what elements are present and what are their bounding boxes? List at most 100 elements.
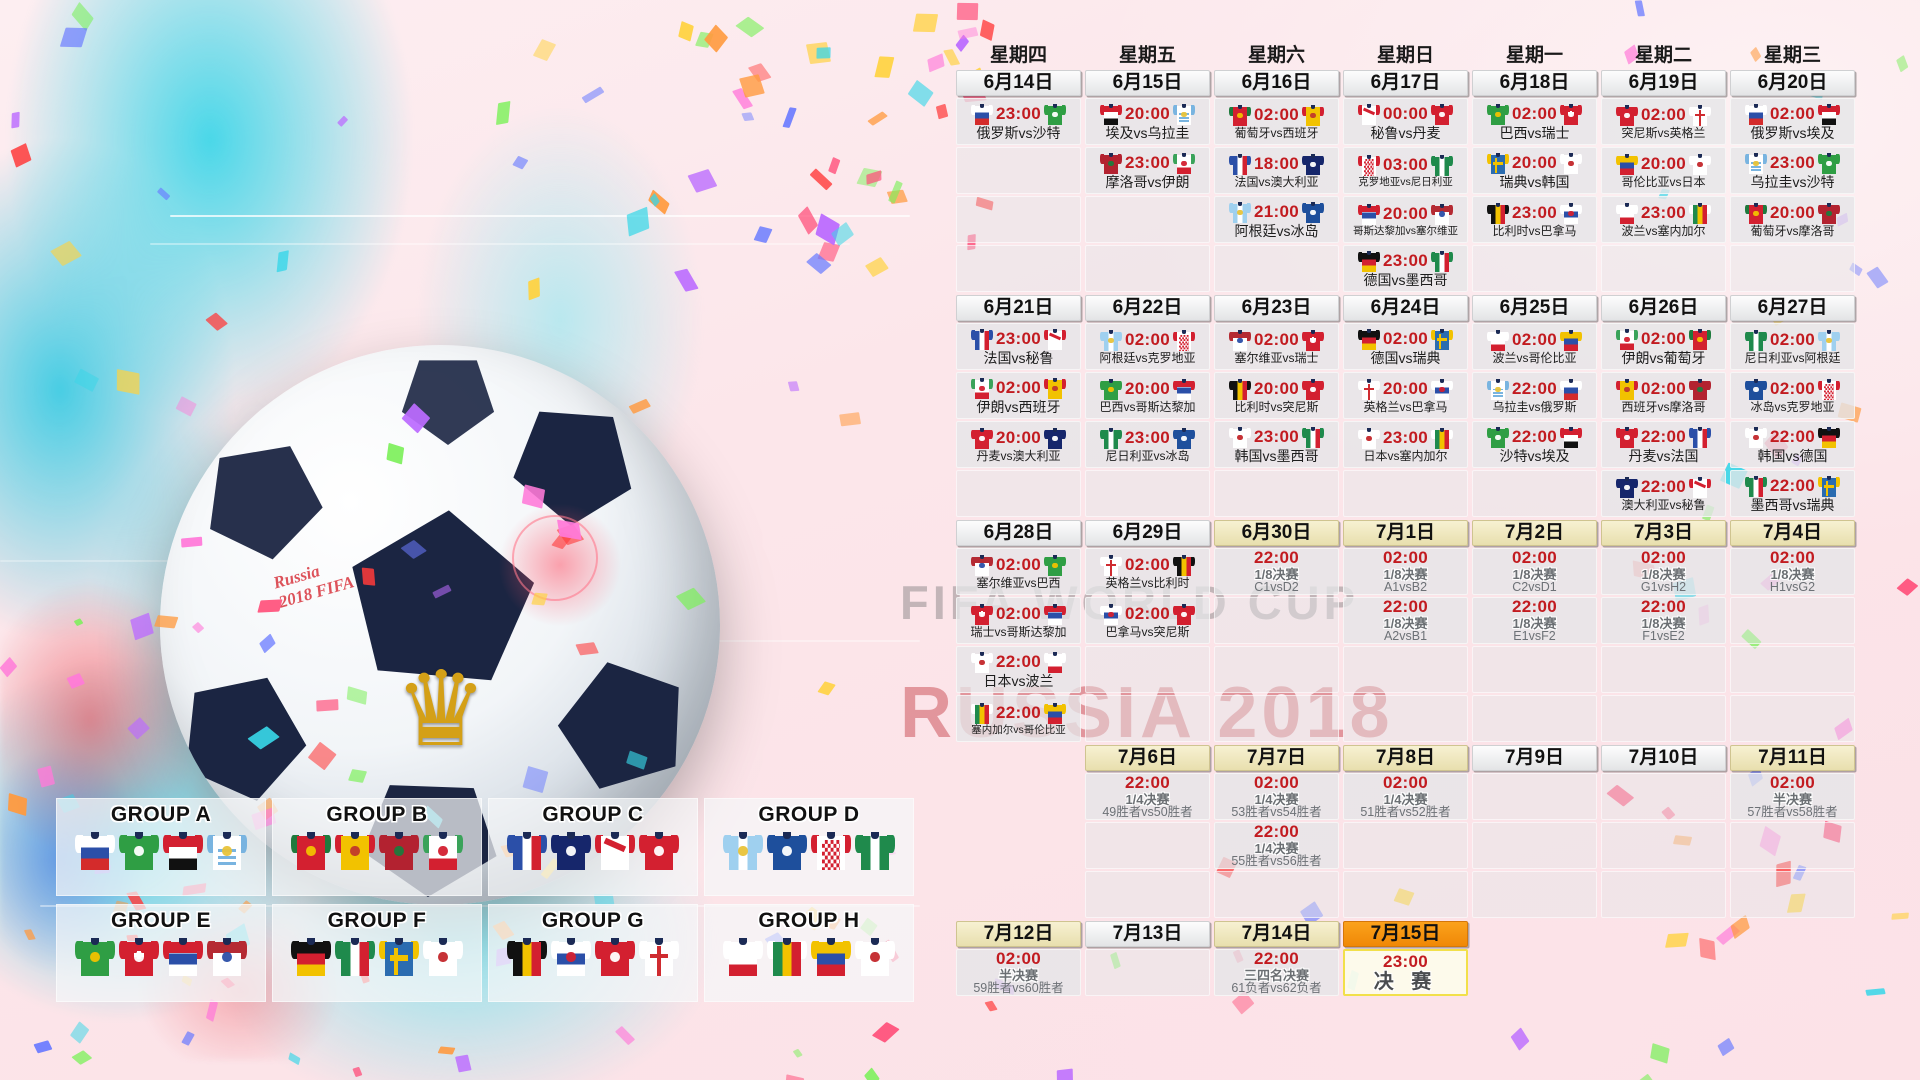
group-match-cell[interactable]: 23:00 摩洛哥vs伊朗 xyxy=(1085,147,1210,194)
group-match-cell[interactable]: 20:00 瑞典vs韩国 xyxy=(1472,147,1597,194)
date-header[interactable]: 6月15日 xyxy=(1085,70,1210,96)
knockout-match-cell[interactable]: 22:00 1/4决赛 55胜者vs56胜者 xyxy=(1214,822,1339,869)
group-match-cell[interactable]: 23:00 日本vs塞内加尔 xyxy=(1343,421,1468,468)
group-card-f[interactable]: GROUP F xyxy=(272,904,482,1002)
group-match-cell[interactable]: 02:00 德国vs瑞典 xyxy=(1343,323,1468,370)
group-card-a[interactable]: GROUP A xyxy=(56,798,266,896)
group-match-cell[interactable]: 02:00 伊朗vs葡萄牙 xyxy=(1601,323,1726,370)
group-card-c[interactable]: GROUP C xyxy=(488,798,698,896)
date-header[interactable]: 6月28日 xyxy=(956,520,1081,546)
knockout-match-cell[interactable]: 02:00 1/4决赛 51胜者vs52胜者 xyxy=(1343,773,1468,820)
date-header[interactable]: 7月7日 xyxy=(1214,745,1339,771)
knockout-match-cell[interactable]: 02:00 半决赛 57胜者vs58胜者 xyxy=(1730,773,1855,820)
knockout-match-cell[interactable]: 22:00 1/8决赛 A2vsB1 xyxy=(1343,597,1468,644)
knockout-match-cell[interactable]: 22:00 1/8决赛 E1vsF2 xyxy=(1472,597,1597,644)
group-match-cell[interactable]: 23:00 俄罗斯vs沙特 xyxy=(956,98,1081,145)
group-card-h[interactable]: GROUP H xyxy=(704,904,914,1002)
group-match-cell[interactable]: 00:00 秘鲁vs丹麦 xyxy=(1343,98,1468,145)
date-header[interactable]: 7月11日 xyxy=(1730,745,1855,771)
group-match-cell[interactable]: 22:00 墨西哥vs瑞典 xyxy=(1730,470,1855,517)
group-match-cell[interactable]: 02:00 巴西vs瑞士 xyxy=(1472,98,1597,145)
group-match-cell[interactable]: 20:00 英格兰vs巴拿马 xyxy=(1343,372,1468,419)
group-match-cell[interactable]: 20:00 葡萄牙vs摩洛哥 xyxy=(1730,196,1855,243)
date-header[interactable]: 7月8日 xyxy=(1343,745,1468,771)
group-match-cell[interactable]: 22:00 韩国vs德国 xyxy=(1730,421,1855,468)
knockout-match-cell[interactable]: 02:00 1/8决赛 G1vsH2 xyxy=(1601,548,1726,595)
group-card-e[interactable]: GROUP E xyxy=(56,904,266,1002)
final-match-cell[interactable]: 23:00 决 赛 xyxy=(1343,949,1468,996)
group-match-cell[interactable]: 23:00 尼日利亚vs冰岛 xyxy=(1085,421,1210,468)
group-match-cell[interactable]: 02:00 瑞士vs哥斯达黎加 xyxy=(956,597,1081,644)
knockout-match-cell[interactable]: 02:00 1/8决赛 H1vsG2 xyxy=(1730,548,1855,595)
group-match-cell[interactable]: 22:00 沙特vs埃及 xyxy=(1472,421,1597,468)
date-header[interactable]: 6月23日 xyxy=(1214,295,1339,321)
date-header[interactable]: 6月26日 xyxy=(1601,295,1726,321)
group-match-cell[interactable]: 02:00 葡萄牙vs西班牙 xyxy=(1214,98,1339,145)
group-match-cell[interactable]: 02:00 突尼斯vs英格兰 xyxy=(1601,98,1726,145)
date-header[interactable]: 6月19日 xyxy=(1601,70,1726,96)
date-header[interactable]: 6月20日 xyxy=(1730,70,1855,96)
date-header[interactable]: 7月13日 xyxy=(1085,921,1210,947)
group-match-cell[interactable]: 20:00 哥伦比亚vs日本 xyxy=(1601,147,1726,194)
knockout-match-cell[interactable]: 22:00 1/8决赛 F1vsE2 xyxy=(1601,597,1726,644)
date-header[interactable]: 6月17日 xyxy=(1343,70,1468,96)
group-match-cell[interactable]: 20:00 埃及vs乌拉圭 xyxy=(1085,98,1210,145)
knockout-match-cell[interactable]: 22:00 1/4决赛 49胜者vs50胜者 xyxy=(1085,773,1210,820)
knockout-match-cell[interactable]: 02:00 1/8决赛 A1vsB2 xyxy=(1343,548,1468,595)
date-header[interactable]: 6月14日 xyxy=(956,70,1081,96)
knockout-match-cell[interactable]: 22:00 1/8决赛 C1vsD2 xyxy=(1214,548,1339,595)
date-header[interactable]: 6月24日 xyxy=(1343,295,1468,321)
group-match-cell[interactable]: 18:00 法国vs澳大利亚 xyxy=(1214,147,1339,194)
group-match-cell[interactable]: 23:00 韩国vs墨西哥 xyxy=(1214,421,1339,468)
group-match-cell[interactable]: 20:00 巴西vs哥斯达黎加 xyxy=(1085,372,1210,419)
group-match-cell[interactable]: 22:00 塞内加尔vs哥伦比亚 xyxy=(956,695,1081,742)
date-header[interactable]: 7月12日 xyxy=(956,921,1081,947)
group-match-cell[interactable]: 02:00 伊朗vs西班牙 xyxy=(956,372,1081,419)
group-match-cell[interactable]: 22:00 乌拉圭vs俄罗斯 xyxy=(1472,372,1597,419)
date-header[interactable]: 6月18日 xyxy=(1472,70,1597,96)
group-match-cell[interactable]: 02:00 尼日利亚vs阿根廷 xyxy=(1730,323,1855,370)
group-match-cell[interactable]: 20:00 哥斯达黎加vs塞尔维亚 xyxy=(1343,196,1468,243)
date-header[interactable]: 7月2日 xyxy=(1472,520,1597,546)
date-header[interactable]: 7月9日 xyxy=(1472,745,1597,771)
group-match-cell[interactable]: 02:00 冰岛vs克罗地亚 xyxy=(1730,372,1855,419)
group-match-cell[interactable]: 21:00 阿根廷vs冰岛 xyxy=(1214,196,1339,243)
knockout-match-cell[interactable]: 02:00 半决赛 59胜者vs60胜者 xyxy=(956,949,1081,996)
group-match-cell[interactable]: 23:00 德国vs墨西哥 xyxy=(1343,245,1468,292)
group-match-cell[interactable]: 23:00 比利时vs巴拿马 xyxy=(1472,196,1597,243)
date-header[interactable]: 7月15日 xyxy=(1343,921,1468,947)
group-match-cell[interactable]: 20:00 比利时vs突尼斯 xyxy=(1214,372,1339,419)
date-header[interactable]: 6月29日 xyxy=(1085,520,1210,546)
date-header[interactable]: 7月6日 xyxy=(1085,745,1210,771)
group-match-cell[interactable]: 22:00 日本vs波兰 xyxy=(956,646,1081,693)
group-match-cell[interactable]: 23:00 乌拉圭vs沙特 xyxy=(1730,147,1855,194)
group-match-cell[interactable]: 20:00 丹麦vs澳大利亚 xyxy=(956,421,1081,468)
date-header[interactable]: 7月4日 xyxy=(1730,520,1855,546)
group-match-cell[interactable]: 02:00 俄罗斯vs埃及 xyxy=(1730,98,1855,145)
date-header[interactable]: 7月10日 xyxy=(1601,745,1726,771)
knockout-match-cell[interactable]: 02:00 1/4决赛 53胜者vs54胜者 xyxy=(1214,773,1339,820)
date-header[interactable]: 6月25日 xyxy=(1472,295,1597,321)
date-header[interactable]: 6月27日 xyxy=(1730,295,1855,321)
group-match-cell[interactable]: 22:00 澳大利亚vs秘鲁 xyxy=(1601,470,1726,517)
group-match-cell[interactable]: 02:00 塞尔维亚vs瑞士 xyxy=(1214,323,1339,370)
date-header[interactable]: 7月14日 xyxy=(1214,921,1339,947)
group-match-cell[interactable]: 02:00 波兰vs哥伦比亚 xyxy=(1472,323,1597,370)
date-header[interactable]: 7月3日 xyxy=(1601,520,1726,546)
date-header[interactable]: 6月22日 xyxy=(1085,295,1210,321)
date-header[interactable]: 6月30日 xyxy=(1214,520,1339,546)
date-header[interactable]: 7月1日 xyxy=(1343,520,1468,546)
date-header[interactable]: 6月16日 xyxy=(1214,70,1339,96)
group-match-cell[interactable]: 23:00 波兰vs塞内加尔 xyxy=(1601,196,1726,243)
group-match-cell[interactable]: 23:00 法国vs秘鲁 xyxy=(956,323,1081,370)
group-match-cell[interactable]: 22:00 丹麦vs法国 xyxy=(1601,421,1726,468)
group-card-g[interactable]: GROUP G xyxy=(488,904,698,1002)
group-match-cell[interactable]: 03:00 克罗地亚vs尼日利亚 xyxy=(1343,147,1468,194)
knockout-match-cell[interactable]: 02:00 1/8决赛 C2vsD1 xyxy=(1472,548,1597,595)
group-match-cell[interactable]: 02:00 英格兰vs比利时 xyxy=(1085,548,1210,595)
group-match-cell[interactable]: 02:00 塞尔维亚vs巴西 xyxy=(956,548,1081,595)
knockout-match-cell[interactable]: 22:00 三四名决赛 61负者vs62负者 xyxy=(1214,949,1339,996)
group-card-d[interactable]: GROUP D xyxy=(704,798,914,896)
group-card-b[interactable]: GROUP B xyxy=(272,798,482,896)
date-header[interactable]: 6月21日 xyxy=(956,295,1081,321)
